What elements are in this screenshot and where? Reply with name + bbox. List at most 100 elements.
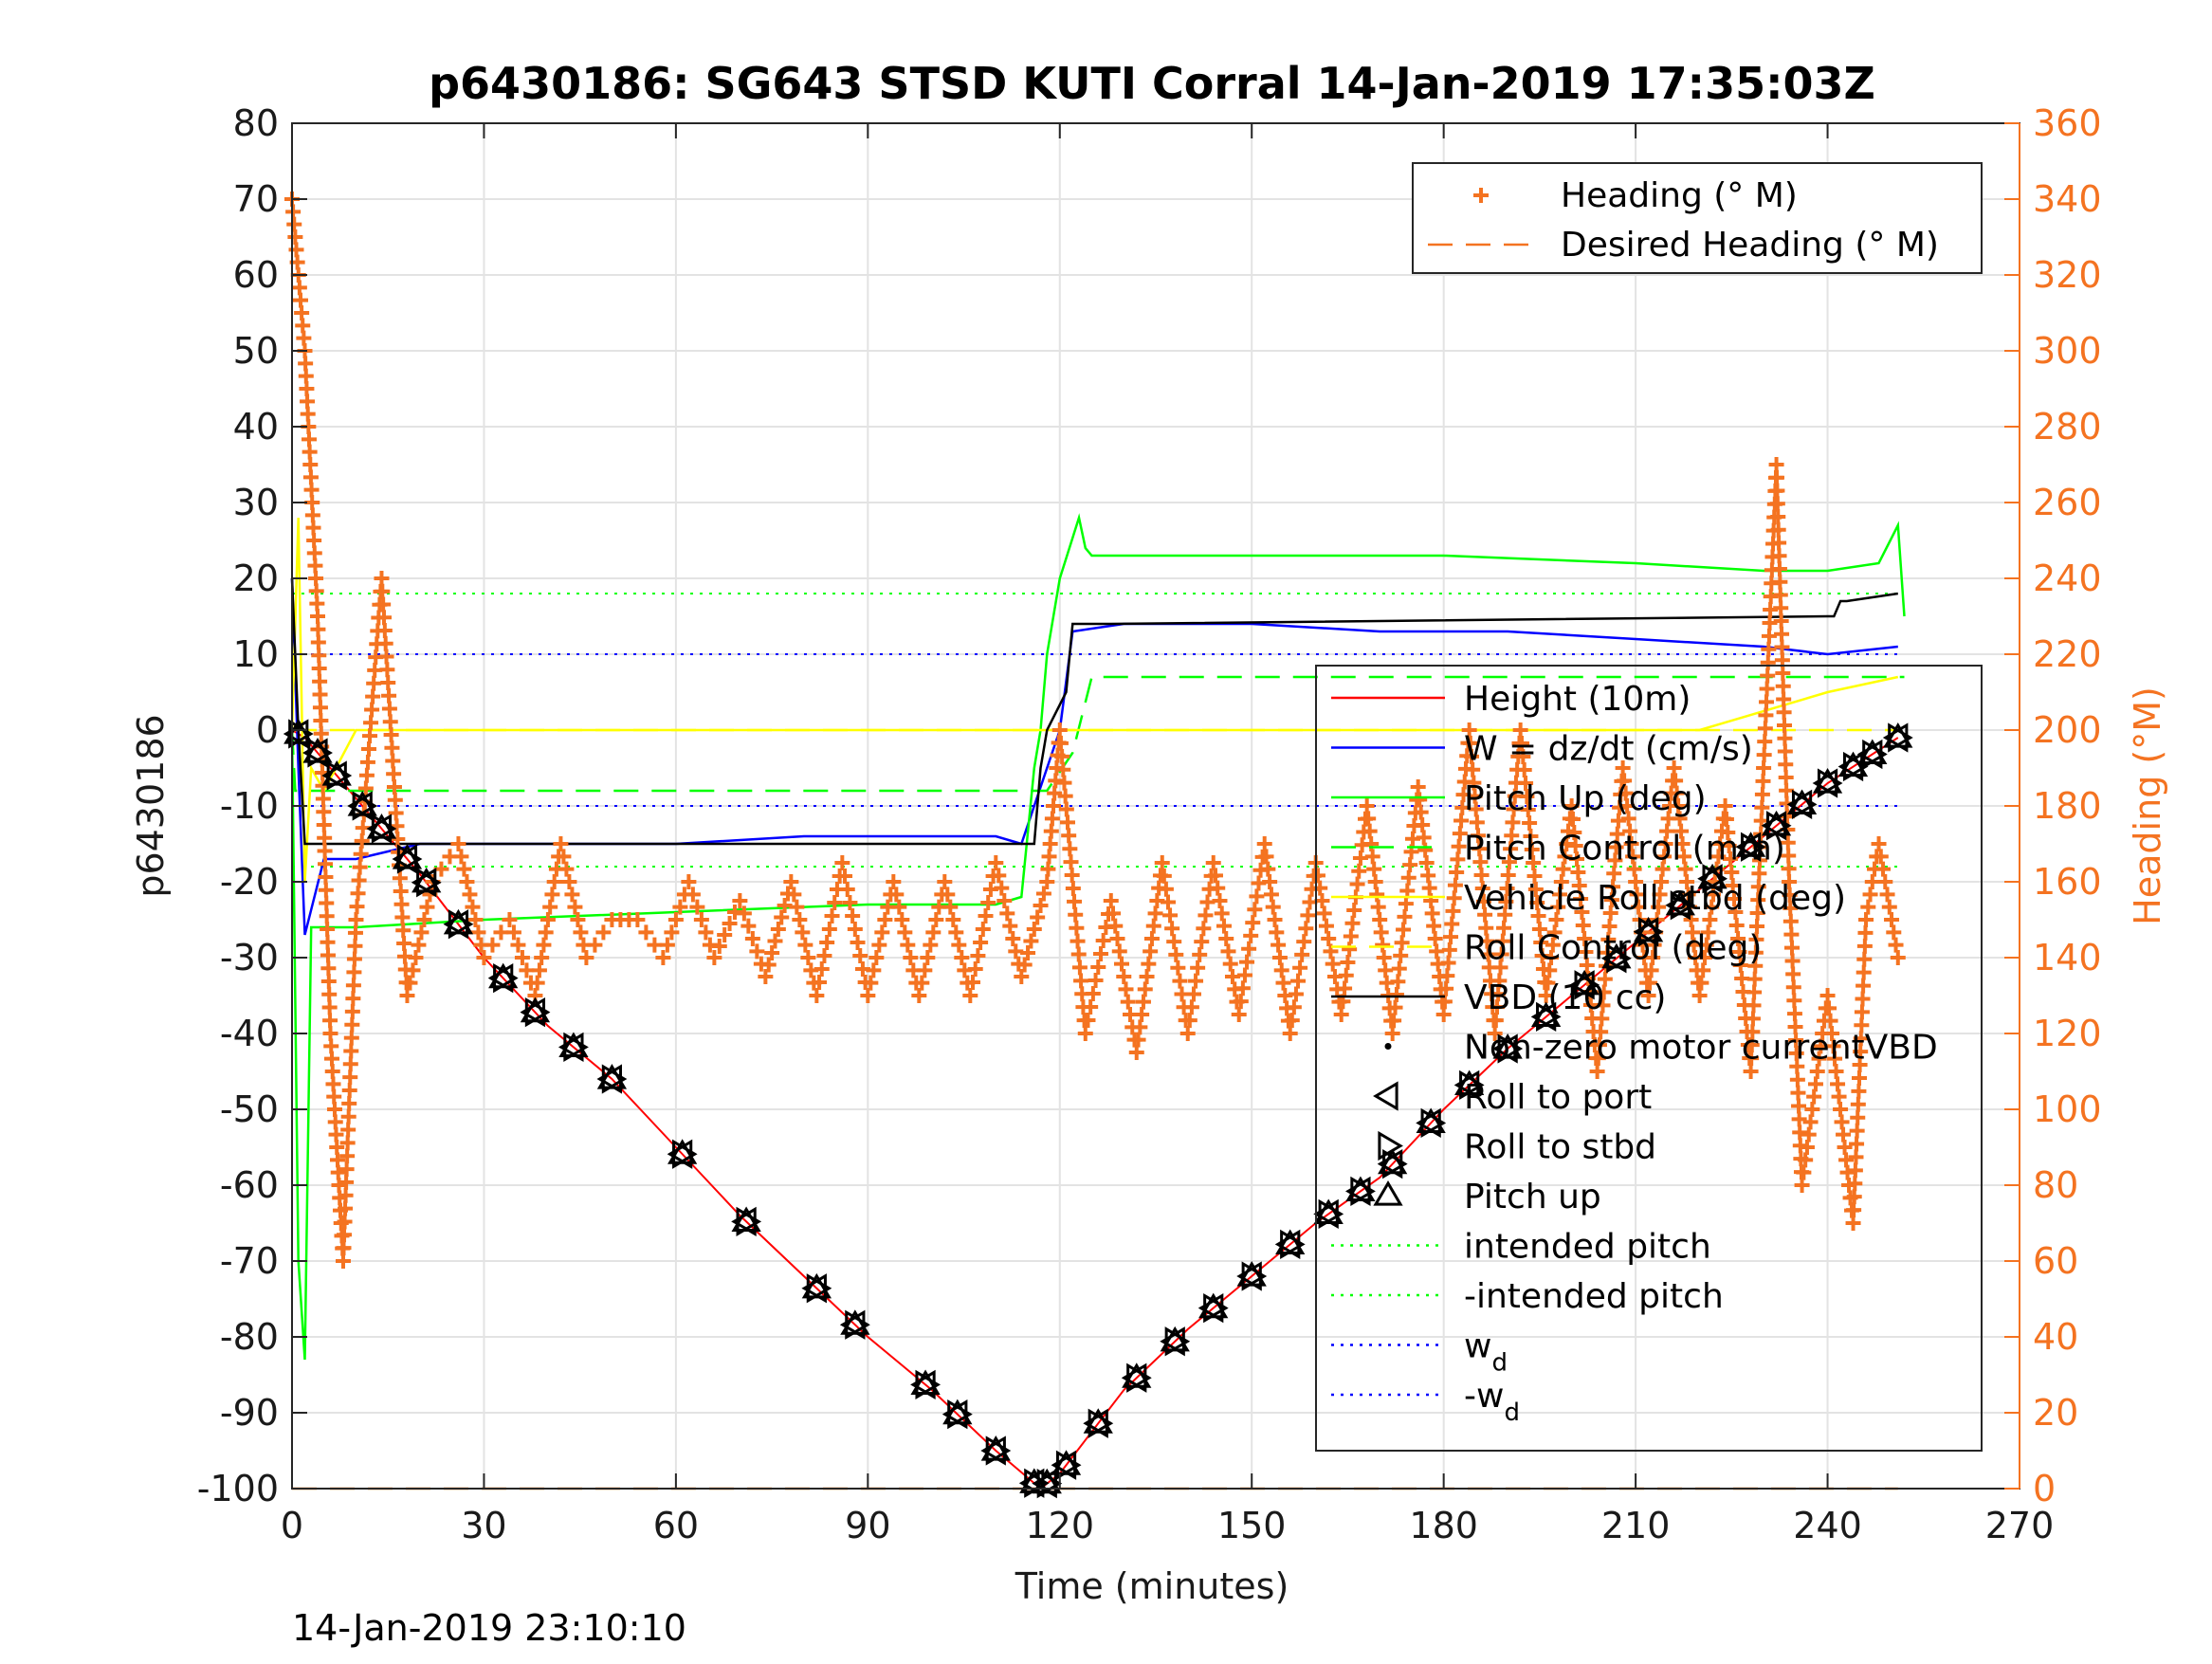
heading-point — [1168, 946, 1184, 962]
heading-point — [1555, 861, 1571, 877]
heading-point — [1746, 997, 1762, 1014]
heading-point — [736, 905, 752, 922]
heading-point — [1847, 1176, 1863, 1192]
heading-point — [1452, 826, 1468, 842]
heading-point — [1821, 1000, 1837, 1016]
heading-point — [413, 924, 430, 941]
heading-point — [1092, 946, 1108, 961]
heading-point — [1757, 721, 1773, 737]
heading-point — [1749, 918, 1765, 934]
heading-point — [329, 1152, 345, 1168]
heading-point — [1744, 1037, 1760, 1053]
heading-point — [863, 975, 879, 991]
heading-point — [1734, 971, 1750, 986]
heading-point — [970, 948, 986, 963]
heading-point — [344, 1016, 360, 1033]
heading-point — [402, 975, 418, 991]
heading-point — [1570, 865, 1586, 880]
heading-point — [1593, 1024, 1609, 1040]
heading-point — [1504, 828, 1520, 844]
heading-point — [1779, 782, 1795, 798]
heading-point — [1784, 940, 1800, 956]
y-tick-label-right: 320 — [2033, 254, 2102, 296]
heading-point — [312, 673, 328, 689]
heading-point — [1496, 920, 1512, 936]
heading-point — [339, 1148, 356, 1164]
heading-point — [1790, 1085, 1806, 1101]
heading-point — [1321, 931, 1337, 946]
legend-label-12: -intended pitch — [1464, 1277, 1724, 1316]
heading-point — [1745, 1024, 1761, 1040]
heading-point — [1574, 905, 1590, 920]
heading-point — [1864, 874, 1880, 889]
heading-point — [301, 431, 317, 448]
heading-point — [338, 1187, 354, 1203]
heading-point — [386, 779, 402, 795]
x-tick-label: 0 — [281, 1505, 303, 1546]
heading-point — [298, 356, 314, 372]
heading-point — [359, 754, 375, 770]
heading-point — [999, 905, 1015, 922]
y-tick-label-right: 60 — [2033, 1240, 2078, 1282]
heading-point — [538, 924, 554, 941]
heading-point — [1477, 906, 1493, 923]
heading-point — [1398, 896, 1414, 912]
heading-point — [1300, 907, 1316, 923]
heading-point — [1796, 1164, 1812, 1180]
heading-point — [1772, 587, 1788, 603]
heading-point — [384, 740, 400, 756]
pitch-up-marker — [443, 908, 474, 935]
heading-point — [1387, 999, 1403, 1015]
heading-point — [1188, 973, 1204, 989]
heading-point — [343, 1043, 359, 1059]
heading-point — [317, 830, 333, 846]
heading-point — [1338, 967, 1354, 983]
heading-point — [1761, 628, 1777, 644]
heading-point — [732, 893, 748, 908]
heading-point — [322, 1013, 338, 1029]
heading-point — [392, 870, 408, 887]
heading-point — [1775, 678, 1791, 694]
heading-point — [1023, 933, 1039, 949]
heading-point — [1751, 866, 1767, 882]
heading-point — [534, 950, 550, 965]
heading-point — [376, 623, 393, 638]
y-tick-label-left: 60 — [233, 254, 279, 296]
heading-point — [399, 988, 415, 1003]
heading-point — [385, 753, 401, 769]
heading-point — [1498, 893, 1514, 909]
heading-point — [1107, 918, 1124, 934]
x-tick-label: 90 — [845, 1505, 890, 1546]
heading-point — [1065, 880, 1081, 896]
heading-point — [1620, 811, 1636, 827]
heading-point — [994, 880, 1010, 896]
legend-label-5: Roll Control (deg) — [1464, 929, 1762, 968]
heading-point — [347, 924, 363, 941]
heading-point — [1438, 980, 1454, 997]
heading-point — [1373, 924, 1389, 941]
legend-label-9: Roll to stbd — [1464, 1128, 1656, 1167]
heading-point — [1071, 960, 1088, 976]
heading-point — [940, 887, 956, 903]
heading-point — [450, 836, 466, 851]
heading-point — [364, 702, 380, 718]
heading-point — [514, 950, 530, 965]
heading-point — [1085, 986, 1101, 1001]
heading-point — [570, 912, 586, 927]
pitch-up-marker — [910, 1369, 941, 1395]
heading-point — [1760, 654, 1776, 670]
heading-point — [837, 869, 853, 884]
heading-point — [1571, 878, 1587, 893]
heading-point — [1589, 1064, 1605, 1079]
heading-point — [1890, 950, 1906, 965]
pitch-up-marker — [1160, 1326, 1190, 1352]
heading-point — [1505, 814, 1521, 831]
heading-point — [470, 924, 486, 941]
heading-point — [1120, 994, 1136, 1010]
heading-point — [1731, 944, 1747, 960]
heading-point — [340, 1108, 356, 1125]
heading-point — [416, 912, 432, 927]
heading-point — [1725, 878, 1741, 893]
heading-point — [1854, 1017, 1870, 1033]
heading-point — [1774, 639, 1790, 655]
